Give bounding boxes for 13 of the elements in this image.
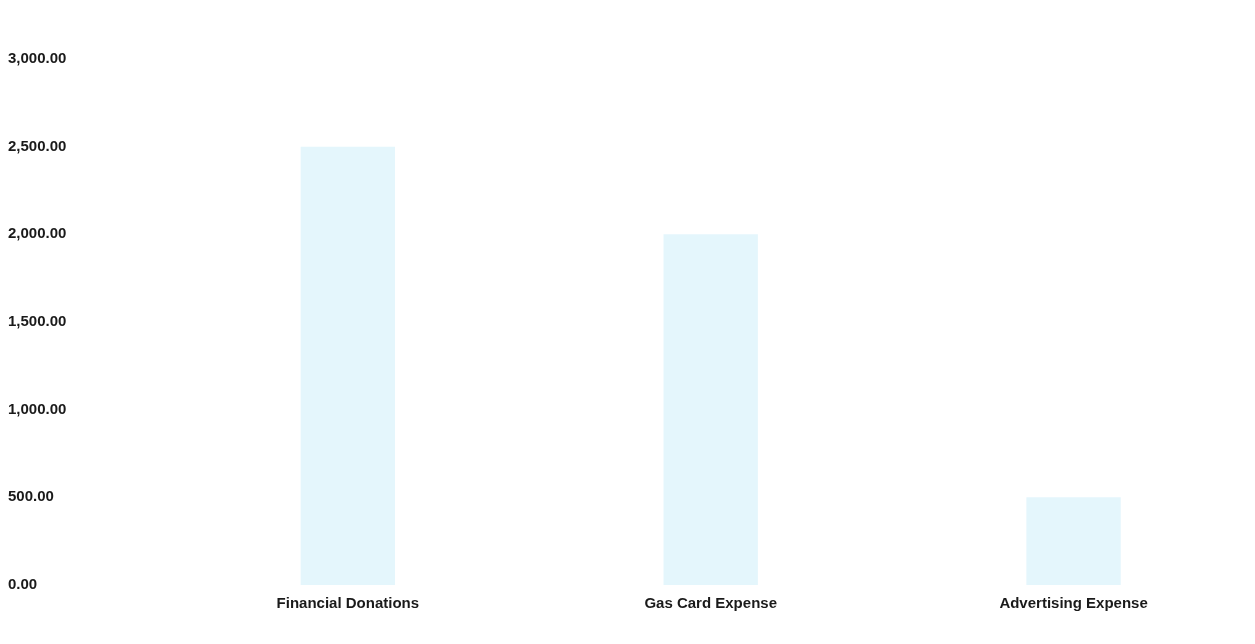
y-tick-label: 2,000.00 [8, 224, 67, 242]
y-tick-label: 3,000.00 [8, 49, 67, 67]
bar [1026, 497, 1121, 585]
x-tick-label: Financial Donations [276, 594, 420, 612]
y-tick-label: 2,500.00 [8, 136, 67, 154]
bar [300, 146, 395, 585]
y-tick-label: 1,500.00 [8, 312, 67, 330]
x-tick-label: Gas Card Expense [644, 594, 777, 612]
bar [663, 234, 758, 585]
y-tick-label: 500.00 [8, 487, 54, 505]
y-tick-label: 0.00 [8, 575, 38, 593]
y-tick-label: 1,000.00 [8, 399, 67, 417]
x-tick-label: Advertising Expense [999, 594, 1148, 612]
